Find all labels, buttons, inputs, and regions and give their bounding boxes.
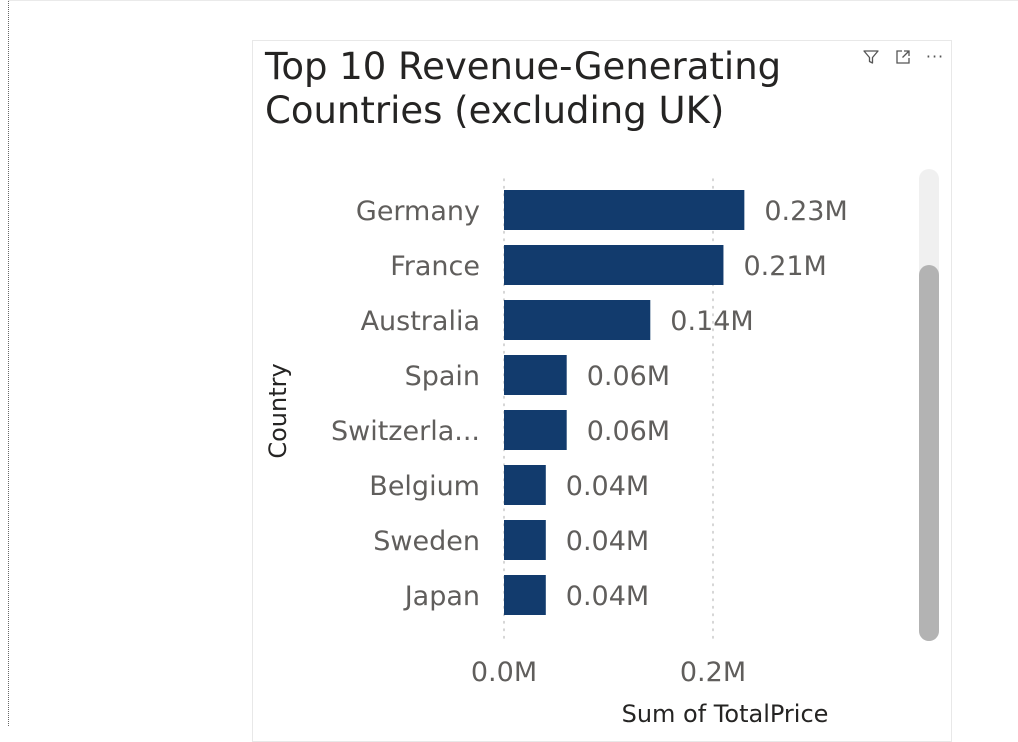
category-label-4: Switzerla... <box>331 416 480 447</box>
bar-2[interactable] <box>504 300 651 340</box>
category-label-2: Australia <box>361 306 480 337</box>
data-label-4: 0.06M <box>587 416 670 447</box>
data-label-7: 0.04M <box>566 581 649 612</box>
filter-icon[interactable] <box>861 47 881 67</box>
data-label-3: 0.06M <box>587 361 670 392</box>
x-tick-label-1: 0.2M <box>680 657 746 688</box>
report-canvas-border <box>8 0 9 726</box>
category-label-5: Belgium <box>369 471 480 502</box>
category-label-1: France <box>390 251 480 282</box>
visual-header: ··· <box>861 47 945 67</box>
category-label-6: Sweden <box>373 526 480 557</box>
bar-7[interactable] <box>504 575 546 615</box>
chart-plot-area: Germany 0.23M France 0.21M Australia 0.14M Spa… <box>264 178 848 728</box>
more-options-icon[interactable]: ··· <box>925 47 945 66</box>
data-label-6: 0.04M <box>566 526 649 557</box>
x-axis-title: Sum of TotalPrice <box>622 700 829 728</box>
x-tick-label-0: 0.0M <box>471 657 537 688</box>
category-label-3: Spain <box>405 361 480 392</box>
bar-4[interactable] <box>504 410 567 450</box>
category-label-0: Germany <box>356 196 480 227</box>
chart-title-line2: Countries (excluding UK) <box>265 89 725 132</box>
category-label-7: Japan <box>403 581 480 612</box>
y-axis-title: Country <box>264 363 292 458</box>
data-label-1: 0.21M <box>743 251 826 282</box>
report-canvas-top-border <box>8 0 1018 1</box>
bar-3[interactable] <box>504 355 567 395</box>
scrollbar-thumb[interactable] <box>919 265 939 641</box>
bar-chart-visual[interactable]: Top 10 Revenue-Generating Countries (exc… <box>252 40 952 742</box>
bar-6[interactable] <box>504 520 546 560</box>
bar-5[interactable] <box>504 465 546 505</box>
chart-title-line1: Top 10 Revenue-Generating <box>265 45 782 88</box>
chart-title: Top 10 Revenue-Generating Countries (exc… <box>265 45 825 133</box>
focus-mode-icon[interactable] <box>893 47 913 67</box>
data-label-2: 0.14M <box>670 306 753 337</box>
data-label-5: 0.04M <box>566 471 649 502</box>
bar-1[interactable] <box>504 245 724 285</box>
bar-0[interactable] <box>504 190 745 230</box>
data-label-0: 0.23M <box>764 196 847 227</box>
